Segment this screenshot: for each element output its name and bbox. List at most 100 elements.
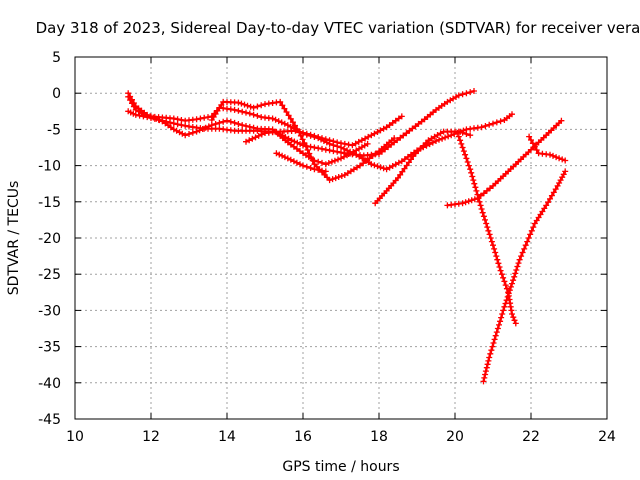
data-point-marker bbox=[483, 220, 490, 227]
x-tick-label: 10 bbox=[66, 429, 84, 445]
data-point-marker bbox=[467, 132, 474, 139]
data-point-marker bbox=[463, 90, 470, 97]
data-point-marker bbox=[513, 267, 520, 273]
data-point-marker bbox=[322, 168, 329, 175]
data-point-marker bbox=[462, 151, 469, 158]
data-point-marker bbox=[283, 109, 290, 115]
data-point-marker bbox=[189, 129, 196, 136]
series-arc-11 bbox=[480, 168, 569, 385]
data-point-marker bbox=[285, 112, 292, 119]
data-point-marker bbox=[212, 111, 219, 117]
data-point-marker bbox=[490, 340, 497, 346]
data-point-marker bbox=[254, 103, 261, 110]
data-point-marker bbox=[467, 166, 474, 173]
data-point-marker bbox=[315, 166, 322, 173]
series-arc-7 bbox=[372, 128, 474, 207]
data-point-marker bbox=[428, 135, 435, 142]
data-point-marker bbox=[509, 280, 515, 287]
data-point-marker bbox=[526, 133, 533, 140]
data-point-marker bbox=[498, 314, 505, 321]
data-point-marker bbox=[235, 121, 242, 127]
data-point-marker bbox=[294, 139, 301, 146]
data-point-marker bbox=[231, 119, 238, 126]
data-point-marker bbox=[558, 117, 565, 124]
x-tick-label: 24 bbox=[598, 429, 616, 445]
data-point-marker bbox=[127, 97, 134, 104]
data-point-marker bbox=[252, 134, 259, 141]
data-point-marker bbox=[352, 140, 359, 147]
data-point-marker bbox=[505, 290, 512, 297]
data-point-marker bbox=[487, 235, 494, 241]
data-point-marker bbox=[490, 242, 496, 249]
data-point-marker bbox=[328, 158, 335, 165]
data-point-marker bbox=[493, 119, 500, 126]
data-point-marker bbox=[403, 162, 410, 169]
data-point-marker bbox=[463, 155, 470, 162]
data-point-marker bbox=[193, 128, 200, 135]
data-point-marker bbox=[235, 99, 242, 106]
data-point-marker bbox=[212, 121, 219, 127]
data-point-marker bbox=[186, 131, 192, 137]
data-point-marker bbox=[335, 156, 341, 163]
x-tick-label: 22 bbox=[522, 429, 540, 445]
data-point-marker bbox=[483, 187, 490, 194]
x-tick-label: 20 bbox=[446, 429, 464, 445]
data-point-marker bbox=[516, 256, 523, 263]
data-point-marker bbox=[344, 170, 351, 177]
data-point-marker bbox=[360, 160, 367, 167]
data-point-marker bbox=[292, 127, 299, 134]
data-point-marker bbox=[510, 277, 517, 284]
data-point-marker bbox=[500, 307, 507, 314]
data-point-marker bbox=[334, 148, 341, 155]
data-point-marker bbox=[130, 103, 137, 110]
data-point-marker bbox=[491, 245, 498, 252]
data-point-marker bbox=[397, 171, 404, 178]
data-point-marker bbox=[482, 216, 488, 223]
data-point-marker bbox=[562, 157, 569, 164]
data-point-marker bbox=[250, 124, 257, 131]
data-point-marker bbox=[224, 117, 230, 124]
data-point-marker bbox=[366, 155, 373, 162]
data-point-marker bbox=[465, 162, 472, 169]
data-point-marker bbox=[239, 122, 246, 129]
data-point-marker bbox=[220, 118, 227, 125]
data-point-marker bbox=[326, 137, 333, 144]
data-point-marker bbox=[522, 242, 529, 249]
data-point-marker bbox=[347, 148, 354, 155]
data-point-marker bbox=[457, 137, 464, 144]
data-point-marker bbox=[300, 162, 306, 169]
data-point-marker bbox=[480, 378, 487, 385]
data-point-marker bbox=[300, 129, 306, 136]
x-tick-label: 16 bbox=[294, 429, 312, 445]
data-point-marker bbox=[322, 146, 329, 153]
data-point-marker bbox=[202, 124, 209, 131]
x-axis-label: GPS time / hours bbox=[282, 459, 399, 475]
data-point-marker bbox=[288, 137, 295, 144]
data-point-marker bbox=[322, 161, 329, 168]
series-arc-10 bbox=[526, 133, 569, 164]
x-tick-labels: 10 12 14 16 18 20 22 24 bbox=[66, 429, 616, 445]
data-point-marker bbox=[315, 158, 322, 165]
data-point-marker bbox=[301, 139, 308, 146]
data-point-marker bbox=[488, 238, 495, 245]
data-point-marker bbox=[436, 136, 442, 143]
data-point-marker bbox=[364, 140, 371, 147]
data-point-marker bbox=[291, 138, 298, 145]
data-point-marker bbox=[501, 303, 508, 310]
data-point-marker bbox=[216, 119, 223, 126]
data-point-marker bbox=[279, 102, 286, 109]
data-point-marker bbox=[319, 159, 325, 166]
data-point-marker bbox=[365, 133, 372, 140]
data-point-marker bbox=[315, 134, 322, 140]
data-point-marker bbox=[368, 161, 375, 168]
data-point-marker bbox=[272, 116, 279, 123]
data-point-marker bbox=[205, 114, 211, 121]
y-tick-label: -10 bbox=[38, 159, 61, 175]
data-point-marker bbox=[197, 115, 204, 122]
data-point-marker bbox=[306, 150, 313, 157]
data-point-marker bbox=[528, 137, 534, 143]
data-point-marker bbox=[497, 267, 504, 274]
data-point-marker bbox=[494, 325, 501, 332]
y-tick-label: -45 bbox=[38, 412, 61, 428]
data-point-marker bbox=[514, 263, 521, 270]
